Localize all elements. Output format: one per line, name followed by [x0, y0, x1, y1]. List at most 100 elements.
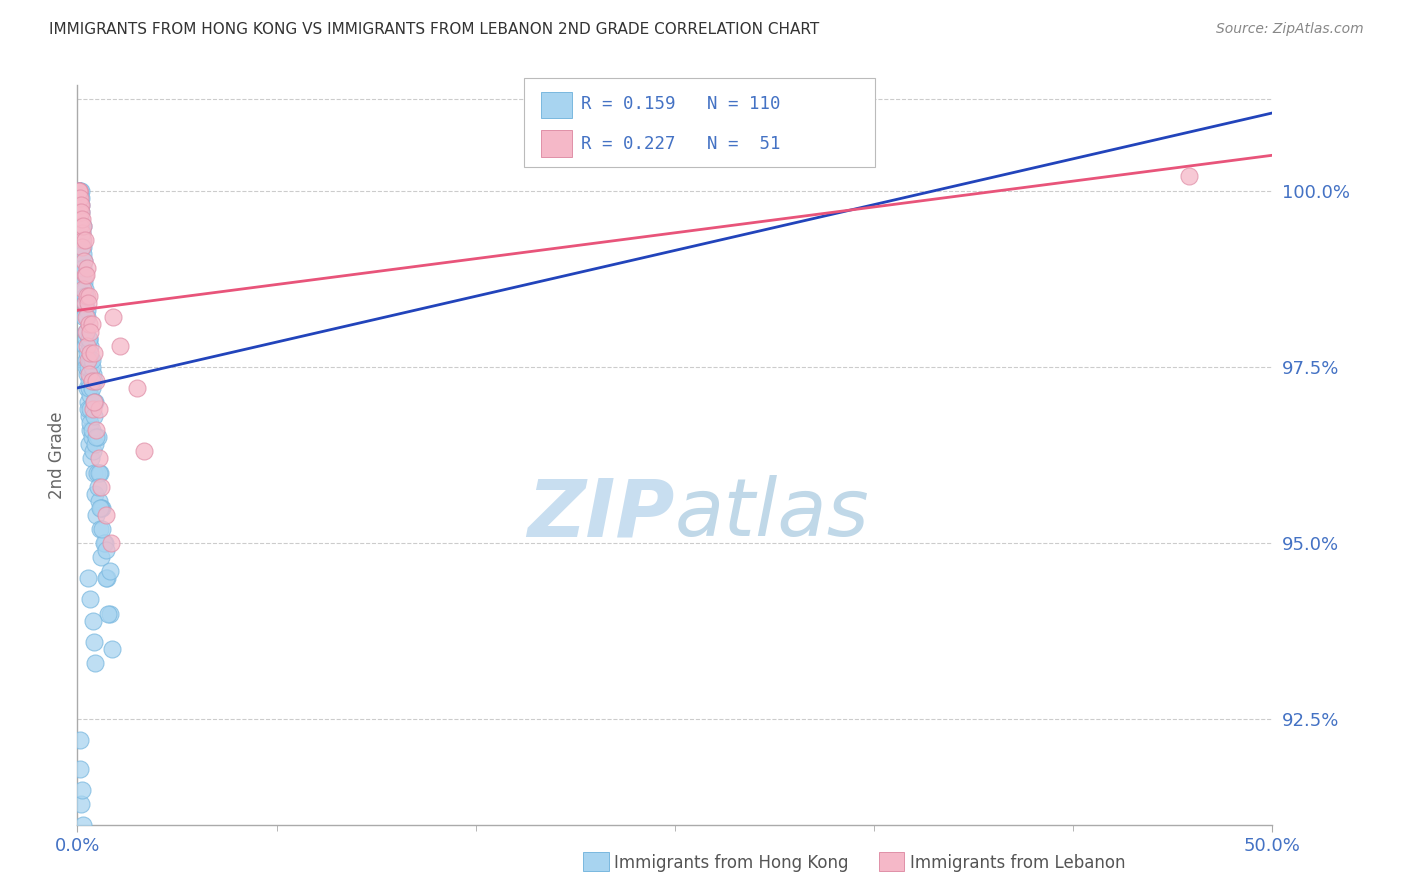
Point	[83, 395, 105, 409]
Point	[84, 437, 107, 451]
Point	[72, 219, 94, 233]
Point	[79, 332, 101, 346]
Point	[75, 325, 97, 339]
Point	[1178, 169, 1201, 184]
Point	[69, 197, 91, 211]
Point	[79, 338, 101, 352]
Point	[73, 310, 96, 325]
Point	[83, 466, 105, 480]
Point	[91, 500, 114, 515]
Point	[91, 522, 114, 536]
Point	[67, 197, 90, 211]
Point	[70, 219, 93, 233]
Point	[69, 190, 91, 204]
Point	[73, 275, 96, 289]
Point	[75, 268, 97, 282]
Point	[70, 211, 93, 226]
Point	[67, 190, 90, 204]
Point	[83, 395, 105, 409]
Point	[70, 233, 93, 247]
Point	[67, 190, 90, 204]
Point	[86, 374, 108, 388]
Point	[77, 359, 100, 374]
Point	[73, 233, 96, 247]
Point	[94, 536, 117, 550]
Point	[83, 409, 105, 424]
Text: IMMIGRANTS FROM HONG KONG VS IMMIGRANTS FROM LEBANON 2ND GRADE CORRELATION CHART: IMMIGRANTS FROM HONG KONG VS IMMIGRANTS …	[49, 22, 820, 37]
Point	[89, 466, 111, 480]
Point	[86, 480, 108, 494]
Text: ZIP: ZIP	[527, 475, 675, 553]
Point	[69, 197, 91, 211]
Point	[80, 352, 103, 367]
Point	[96, 571, 118, 585]
Point	[76, 310, 98, 325]
Point	[86, 466, 108, 480]
Point	[75, 325, 97, 339]
Point	[67, 184, 90, 198]
Text: R = 0.159   N = 110: R = 0.159 N = 110	[581, 95, 780, 113]
Point	[76, 345, 98, 359]
Text: atlas: atlas	[675, 475, 870, 553]
Point	[134, 444, 156, 458]
Point	[77, 318, 100, 332]
Point	[76, 303, 98, 318]
Point	[69, 204, 91, 219]
Point	[67, 184, 90, 198]
Point	[70, 226, 93, 240]
Point	[75, 325, 97, 339]
Point	[67, 184, 90, 198]
Point	[73, 254, 96, 268]
Point	[69, 190, 91, 204]
Point	[75, 359, 97, 374]
Text: Immigrants from Hong Kong: Immigrants from Hong Kong	[614, 854, 849, 871]
Point	[80, 423, 103, 437]
Point	[79, 352, 101, 367]
Point	[67, 190, 90, 204]
Point	[73, 268, 96, 282]
Point	[82, 367, 104, 381]
Point	[77, 395, 100, 409]
Text: Source: ZipAtlas.com: Source: ZipAtlas.com	[1216, 22, 1364, 37]
Point	[67, 184, 90, 198]
Point	[77, 437, 100, 451]
Point	[87, 466, 110, 480]
Point	[77, 374, 100, 388]
Point	[79, 423, 101, 437]
Point	[77, 296, 100, 310]
Point	[77, 352, 100, 367]
Point	[80, 430, 103, 444]
Point	[72, 219, 94, 233]
Point	[97, 607, 120, 621]
Point	[80, 359, 103, 374]
Point	[79, 416, 101, 430]
Point	[67, 184, 90, 198]
Point	[80, 318, 103, 332]
Text: Immigrants from Lebanon: Immigrants from Lebanon	[910, 854, 1125, 871]
Point	[100, 536, 122, 550]
Point	[86, 430, 108, 444]
Point	[76, 367, 98, 381]
Point	[73, 254, 96, 268]
Point	[79, 402, 101, 417]
Point	[79, 388, 101, 402]
Point	[73, 296, 96, 310]
Point	[83, 345, 105, 359]
Point	[69, 197, 91, 211]
Point	[67, 184, 90, 198]
Point	[69, 184, 91, 198]
Point	[84, 656, 107, 670]
Point	[72, 247, 94, 261]
Point	[70, 190, 93, 204]
Point	[69, 733, 91, 747]
Point	[73, 289, 96, 303]
Point	[82, 381, 104, 395]
Point	[72, 282, 94, 296]
Point	[89, 522, 111, 536]
Point	[76, 338, 98, 352]
Point	[69, 204, 91, 219]
Point	[69, 204, 91, 219]
Point	[70, 240, 93, 254]
Point	[80, 374, 103, 388]
Point	[73, 289, 96, 303]
